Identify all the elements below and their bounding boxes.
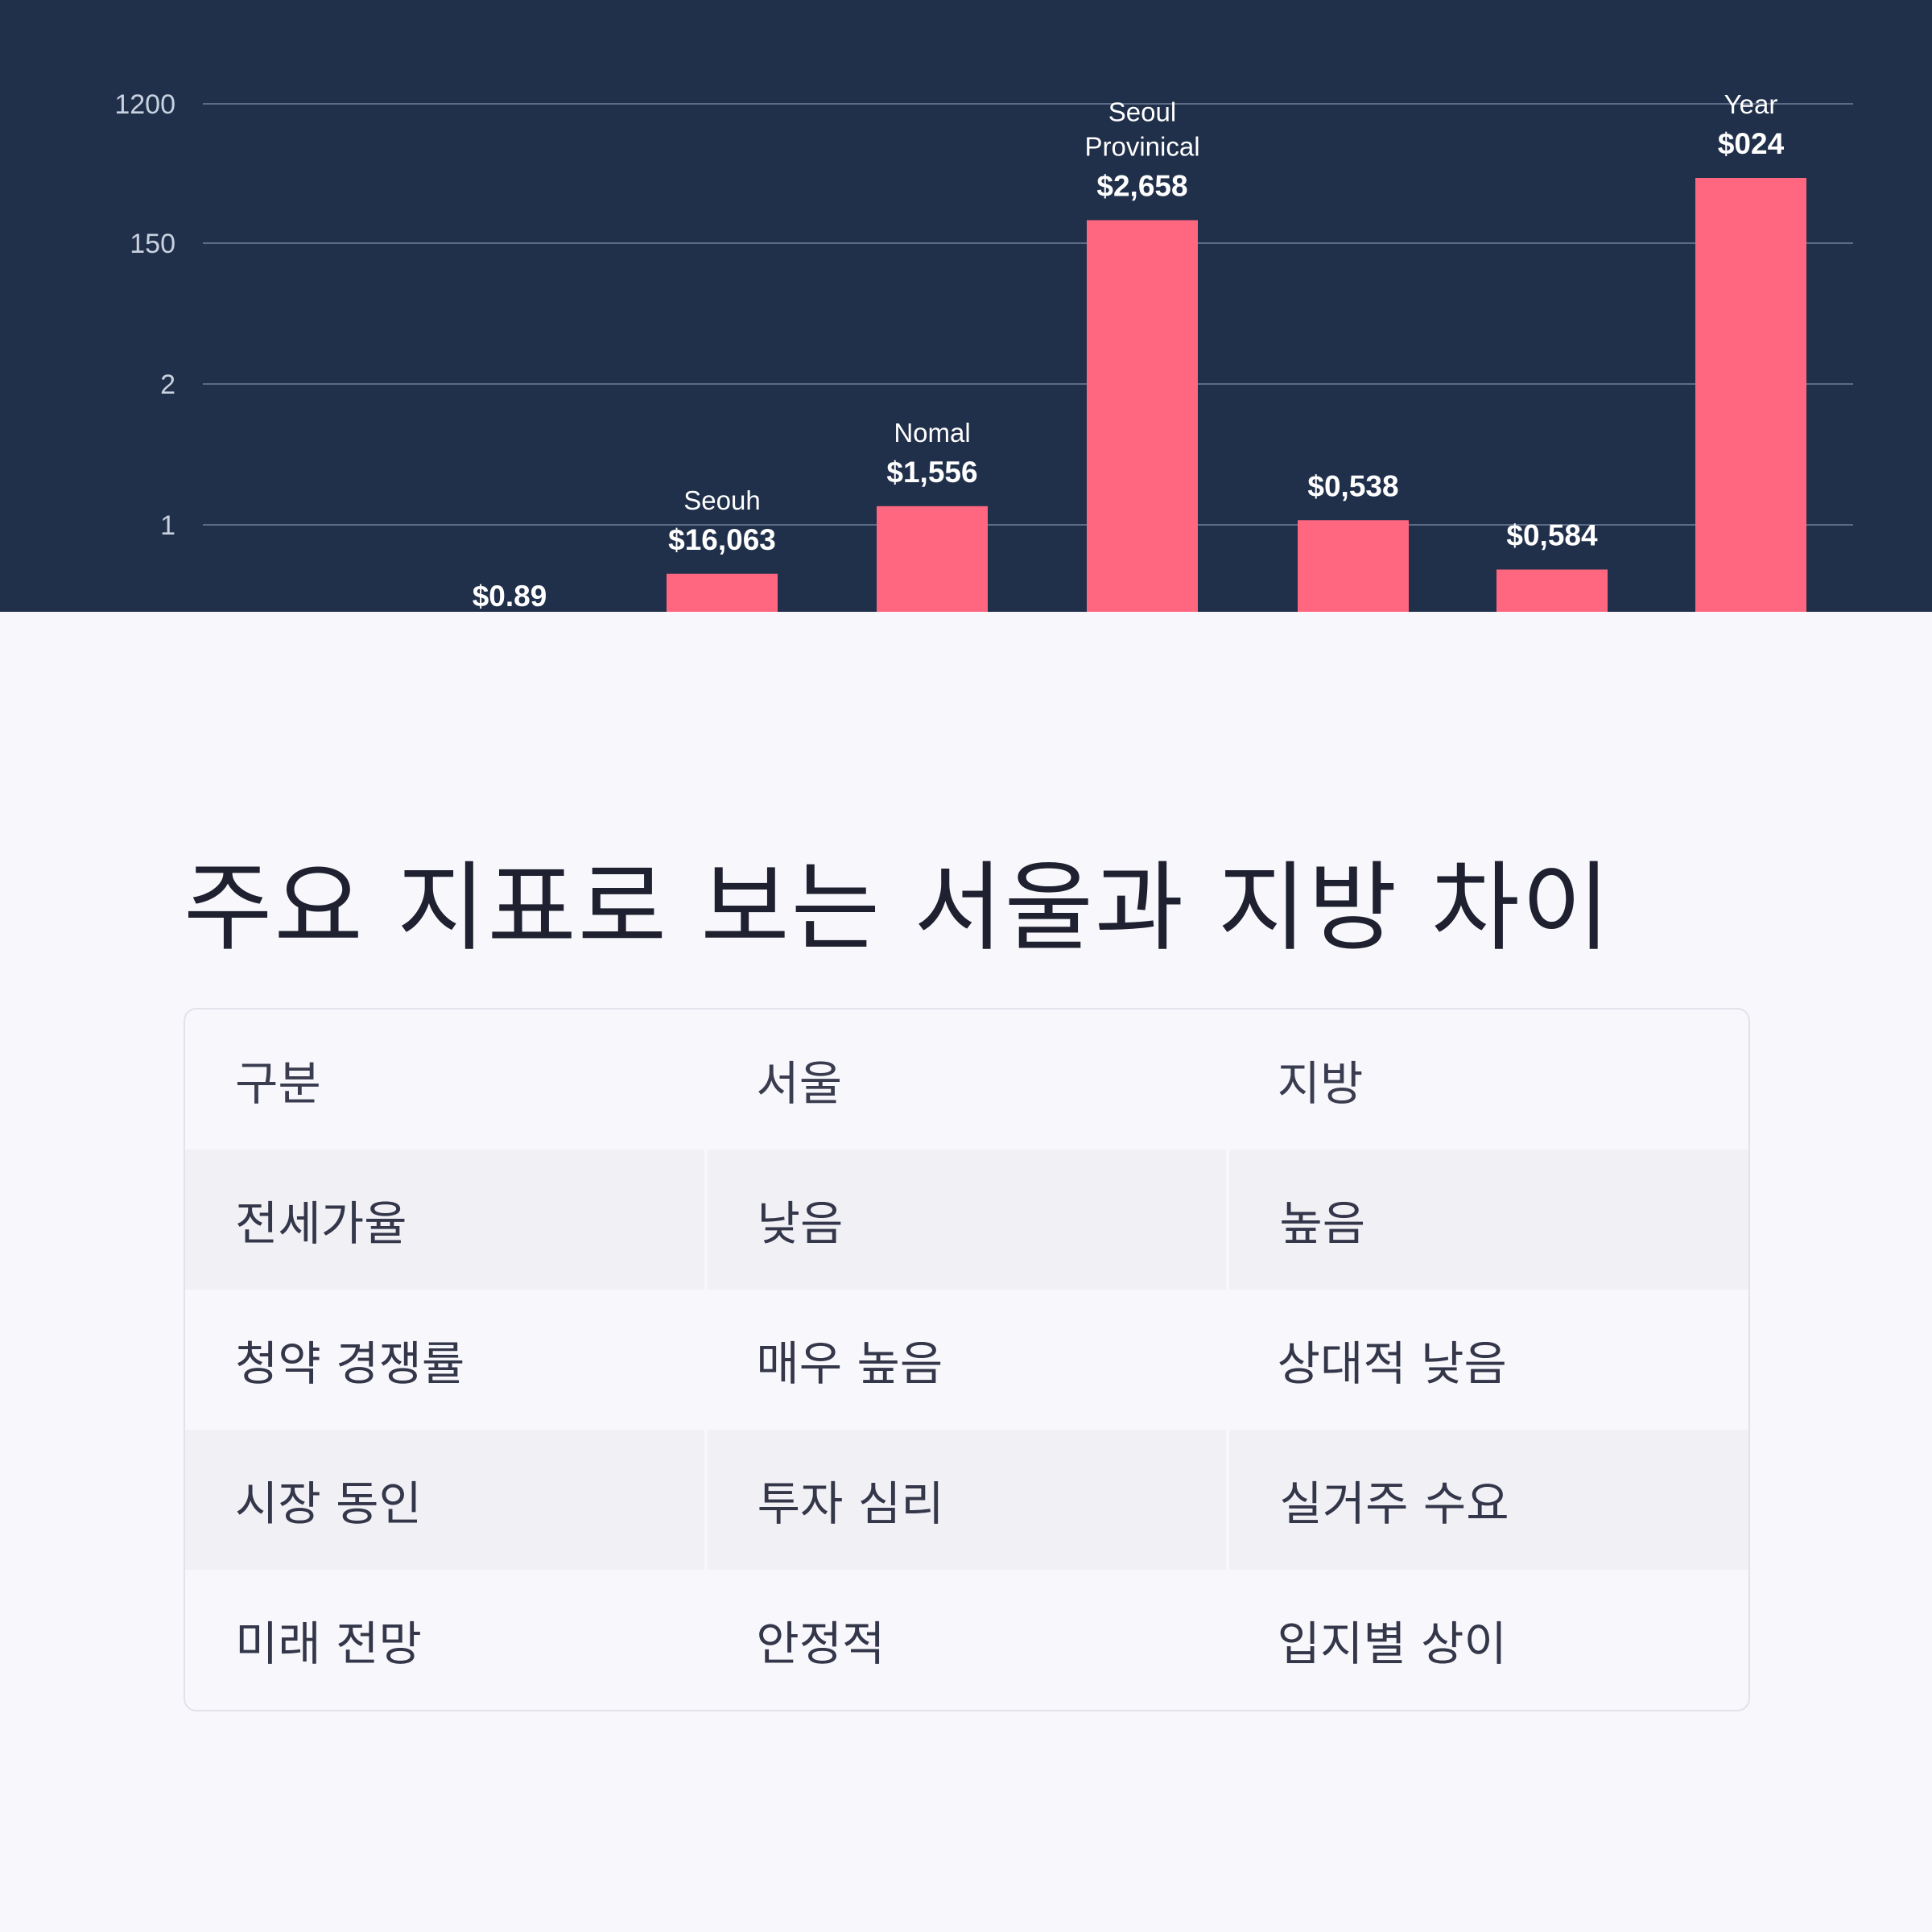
row-label: 전세가율 [185, 1150, 704, 1290]
value-label: $024 [1718, 127, 1785, 160]
header-cell-province: 지방 [1277, 1056, 1364, 1111]
province-cell: 입지별 상이 [1277, 1616, 1507, 1671]
value-label: $2,658 [1096, 170, 1187, 203]
comparison-table: 구분 서울 지방 전세가율 낮음 높음 청약 경쟁률 매우 높음 상대적 낮음 … [184, 1008, 1750, 1711]
value-label: $1,556 [886, 456, 977, 489]
y-tick-label: 150 [130, 229, 175, 259]
bar [667, 573, 778, 612]
row-label: 청약 경쟁률 [235, 1336, 465, 1391]
bar [877, 506, 988, 612]
bar [1695, 178, 1806, 612]
row-label: 시장 동인 [185, 1430, 704, 1570]
page-title: 주요 지표로 보는 서울과 지방 차이 [184, 852, 1612, 964]
value-label: $0,538 [1307, 469, 1398, 502]
seoul-cell: 매우 높음 [756, 1336, 943, 1391]
value-label: $16,063 [668, 523, 776, 556]
seoul-cell: 낮음 [704, 1150, 1227, 1290]
y-tick-label: 1200 [114, 89, 175, 120]
header-cell-seoul: 서울 [756, 1056, 843, 1111]
row-label: 미래 전망 [235, 1616, 422, 1671]
bar [1298, 520, 1409, 612]
province-cell: 높음 [1226, 1150, 1748, 1290]
y-tick-label: 2 [160, 369, 175, 400]
value-label: $0.89 [473, 580, 547, 612]
table-row: 미래 전망 안정적 입지별 상이 [185, 1570, 1748, 1710]
header-cell-category: 구분 [235, 1056, 321, 1111]
chart-panel: 1200 150 2 1 $0.89 $16,063 Seouh $1,556 Nomal $2,… [0, 0, 1932, 612]
y-tick-label: 1 [160, 510, 175, 541]
table-row: 전세가율 낮음 높음 [185, 1150, 1748, 1290]
category-label: Nomal [894, 418, 970, 448]
province-cell: 실거주 수요 [1226, 1430, 1748, 1570]
category-label: Year [1724, 89, 1778, 119]
value-label: $0,584 [1506, 519, 1598, 552]
seoul-cell: 안정적 [756, 1616, 886, 1671]
table-row: 청약 경쟁률 매우 높음 상대적 낮음 [185, 1290, 1748, 1430]
bar-chart: 1200 150 2 1 $0.89 $16,063 Seouh $1,556 Nomal $2,… [114, 89, 1853, 612]
bar [1087, 220, 1198, 612]
bar [1496, 569, 1608, 612]
category-label: Seoul [1108, 97, 1176, 127]
table-row: 시장 동인 투자 심리 실거주 수요 [185, 1430, 1748, 1570]
category-label: Seouh [683, 485, 760, 515]
category-label: Provinical [1084, 132, 1199, 162]
province-cell: 상대적 낮음 [1277, 1336, 1507, 1391]
seoul-cell: 투자 심리 [704, 1430, 1227, 1570]
table-header-row: 구분 서울 지방 [185, 1009, 1748, 1150]
